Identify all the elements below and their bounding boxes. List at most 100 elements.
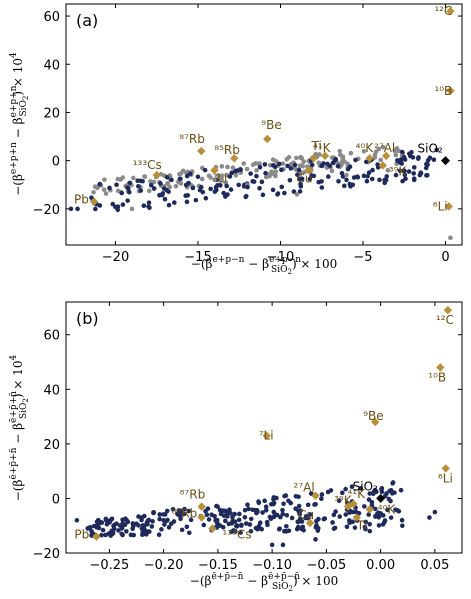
data-point [243, 194, 249, 200]
data-point [265, 522, 270, 528]
data-point [406, 169, 412, 174]
data-point [319, 496, 324, 502]
data-point [299, 176, 305, 182]
element-label: ⁴¹K [348, 487, 367, 501]
data-point [331, 512, 337, 518]
data-point [206, 517, 212, 522]
data-point [255, 526, 260, 532]
data-point [103, 532, 108, 538]
data-point [136, 514, 141, 519]
element-label: ²⁷Al [294, 481, 315, 495]
data-point [366, 497, 372, 502]
data-point [298, 184, 304, 189]
data-point [285, 163, 290, 169]
highlighted-marker [441, 464, 450, 473]
data-point [110, 530, 116, 535]
svg-text:−(βē+p̄+n̄ − βē+p̄+n̄SiO2) × 1: −(βē+p̄+n̄ − βē+p̄+n̄SiO2) × 104 [9, 354, 30, 501]
highlighted-marker [371, 417, 380, 427]
data-point [119, 531, 124, 537]
data-point [234, 523, 240, 528]
data-point [119, 526, 125, 531]
element-label: Pb [74, 193, 89, 207]
data-point [284, 512, 290, 518]
data-point [319, 492, 325, 497]
data-point [208, 186, 213, 192]
data-point [284, 523, 289, 529]
data-point [130, 521, 136, 526]
data-point [150, 519, 155, 524]
data-point [128, 532, 134, 538]
data-point [259, 179, 265, 185]
data-point [259, 526, 265, 532]
data-point [350, 182, 356, 188]
data-point [120, 175, 126, 180]
data-point [398, 487, 404, 493]
data-point [178, 181, 184, 186]
data-point [146, 188, 152, 194]
data-point [178, 171, 184, 176]
data-point [282, 190, 287, 196]
data-point [269, 542, 275, 548]
data-point [203, 195, 209, 201]
data-point [286, 528, 292, 534]
x-tick-label: −0.05 [306, 558, 346, 573]
data-point [276, 526, 282, 532]
data-point [221, 190, 226, 196]
data-point [159, 192, 165, 198]
data-point [380, 522, 386, 527]
data-point [92, 184, 98, 189]
element-label: Ti [356, 519, 367, 533]
data-point [146, 204, 151, 209]
data-point [273, 169, 279, 175]
data-point [219, 164, 225, 169]
data-point [239, 523, 244, 528]
data-point [177, 176, 183, 182]
data-point [267, 173, 272, 179]
data-point [248, 171, 253, 176]
data-point [136, 523, 141, 528]
data-point [226, 521, 232, 527]
data-point [202, 167, 208, 173]
data-point [151, 186, 157, 191]
panel-b-label: (b) [76, 309, 99, 328]
highlighted-marker [197, 146, 206, 156]
data-point [388, 498, 393, 504]
data-point [165, 181, 170, 186]
data-point [396, 508, 402, 514]
data-point [198, 184, 204, 190]
data-point [101, 187, 107, 192]
data-point [384, 174, 390, 179]
highlighted-marker [446, 7, 455, 16]
data-point [300, 524, 306, 530]
data-point [158, 181, 163, 186]
data-point [162, 522, 167, 527]
data-point [319, 185, 325, 190]
panel-a-label: (a) [76, 11, 98, 30]
data-point [293, 493, 299, 499]
data-point [131, 175, 136, 181]
highlighted-marker [443, 305, 453, 315]
data-point [146, 200, 152, 206]
data-point [236, 517, 242, 523]
panel-a: (a) −20 −15 −10 −5 0 −20 0 20 40 60 ¹²C ¹⁰B ⁶Li ³⁹K ⁴… [9, 3, 463, 276]
data-point [173, 183, 179, 189]
data-point [418, 170, 424, 175]
highlighted-marker [352, 513, 361, 522]
data-point [97, 203, 103, 208]
data-point [241, 161, 247, 166]
data-point [85, 526, 90, 531]
y-tick-label: 60 [43, 10, 60, 25]
data-point [143, 529, 149, 535]
data-point [312, 502, 317, 507]
y-tick-label: 0 [52, 155, 60, 170]
data-point [125, 186, 131, 191]
data-point [109, 516, 115, 522]
y-tick-label: 20 [43, 438, 60, 453]
data-point [336, 498, 342, 504]
data-point [344, 524, 350, 530]
data-point [301, 159, 307, 164]
data-point [166, 525, 172, 530]
data-point [400, 178, 405, 184]
data-point [148, 179, 153, 184]
